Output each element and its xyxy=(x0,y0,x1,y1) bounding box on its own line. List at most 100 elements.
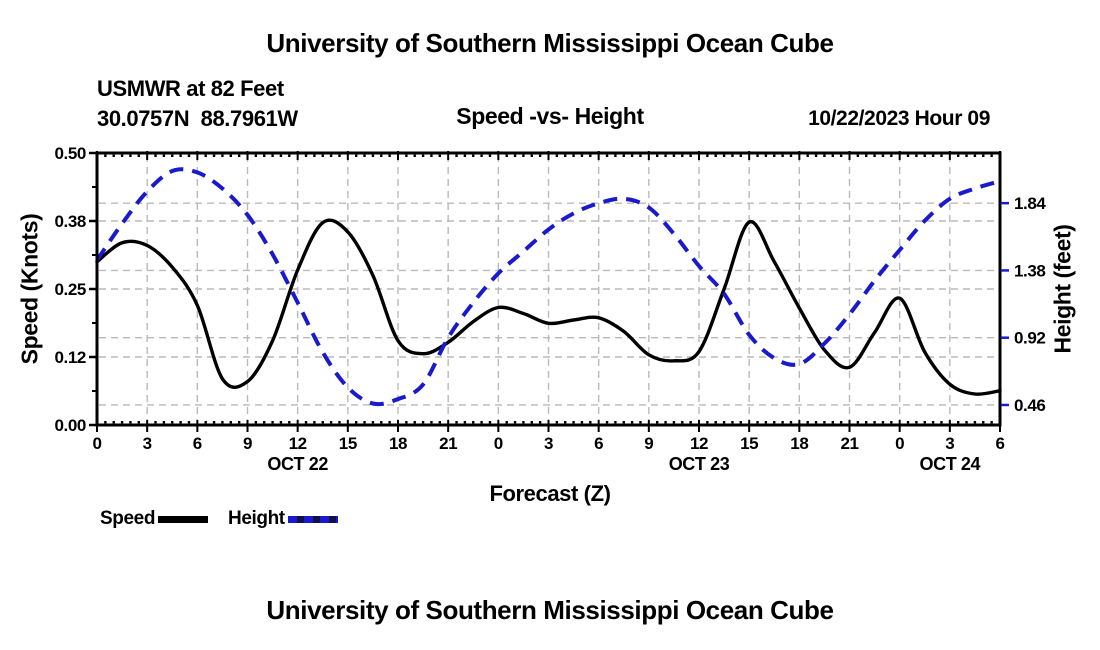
x-minor-tick xyxy=(405,421,408,424)
x-tick-label: 21 xyxy=(840,434,858,453)
x-minor-tick xyxy=(931,154,935,157)
x-minor-tick xyxy=(388,421,391,424)
x-minor-tick xyxy=(580,154,584,157)
x-day-label: OCT 24 xyxy=(920,454,981,474)
x-minor-tick xyxy=(179,154,182,157)
x-minor-tick xyxy=(672,154,676,157)
x-minor-tick xyxy=(338,421,341,424)
x-minor-tick xyxy=(814,154,818,157)
x-minor-tick xyxy=(480,154,483,157)
x-minor-tick xyxy=(538,154,542,157)
left-tick-label: 0.25 xyxy=(55,280,87,299)
x-minor-tick xyxy=(605,421,609,424)
legend-height-line-swatch xyxy=(287,515,338,523)
right-tick-label: 1.38 xyxy=(1014,261,1046,280)
x-minor-tick xyxy=(171,421,174,424)
x-minor-tick xyxy=(781,421,784,424)
x-minor-tick xyxy=(154,421,157,424)
x-minor-tick xyxy=(438,154,442,157)
x-minor-tick xyxy=(212,421,216,424)
x-tick-label: 6 xyxy=(193,434,202,453)
x-minor-tick xyxy=(622,154,625,157)
x-minor-tick xyxy=(622,421,625,424)
x-minor-tick xyxy=(204,154,207,157)
x-minor-tick xyxy=(229,154,232,157)
x-minor-tick xyxy=(823,421,826,424)
x-minor-tick xyxy=(271,154,274,157)
x-minor-tick xyxy=(513,154,517,157)
x-minor-tick xyxy=(329,154,333,157)
x-tick-label: 3 xyxy=(143,434,152,453)
x-tick-label: 6 xyxy=(995,434,1004,453)
x-minor-tick xyxy=(789,421,793,424)
legend: Speed Height xyxy=(100,508,338,530)
x-minor-tick xyxy=(865,421,868,424)
x-minor-tick xyxy=(580,421,584,424)
x-minor-tick xyxy=(279,154,283,157)
x-minor-tick xyxy=(221,154,224,157)
x-minor-tick xyxy=(463,421,467,424)
left-axis-title: Speed (Knots) xyxy=(16,213,43,365)
x-minor-tick xyxy=(380,154,383,157)
x-minor-tick xyxy=(940,421,943,424)
left-tick-label: 0.12 xyxy=(55,348,87,367)
x-minor-tick xyxy=(129,154,132,157)
x-minor-tick xyxy=(956,154,960,157)
x-minor-tick xyxy=(104,154,107,157)
x-tick-label: 12 xyxy=(289,434,307,453)
x-minor-tick xyxy=(940,154,943,157)
x-minor-tick xyxy=(455,154,458,157)
x-minor-tick xyxy=(405,154,408,157)
station-coordinates: 30.0757N 88.7961W xyxy=(97,106,298,131)
x-minor-tick xyxy=(923,154,926,157)
x-minor-tick xyxy=(564,154,567,157)
x-minor-tick xyxy=(965,421,968,424)
x-minor-tick xyxy=(263,154,266,157)
chart-title: Speed -vs- Height xyxy=(456,103,644,129)
x-day-label: OCT 22 xyxy=(267,454,328,474)
x-minor-tick xyxy=(430,154,433,157)
x-minor-tick xyxy=(463,154,467,157)
x-minor-tick xyxy=(681,421,684,424)
x-minor-tick xyxy=(764,421,768,424)
x-minor-tick xyxy=(522,421,525,424)
x-minor-tick xyxy=(388,154,391,157)
x-minor-tick xyxy=(522,154,525,157)
x-minor-tick xyxy=(572,421,575,424)
x-minor-tick xyxy=(505,154,508,157)
x-minor-tick xyxy=(120,421,124,424)
x-minor-tick xyxy=(923,421,926,424)
left-tick-label: 0.50 xyxy=(55,144,87,163)
x-minor-tick xyxy=(630,154,634,157)
x-minor-tick xyxy=(982,154,985,157)
x-minor-tick xyxy=(639,154,642,157)
x-minor-tick xyxy=(263,421,266,424)
x-minor-tick xyxy=(572,154,575,157)
x-minor-tick xyxy=(915,154,918,157)
x-minor-tick xyxy=(873,154,876,157)
x-minor-tick xyxy=(873,421,876,424)
x-minor-tick xyxy=(706,154,709,157)
x-minor-tick xyxy=(823,154,826,157)
x-axis-title: Forecast (Z) xyxy=(489,481,611,506)
x-minor-tick xyxy=(321,421,324,424)
x-minor-tick xyxy=(722,421,726,424)
x-minor-tick xyxy=(655,154,659,157)
forecast-datetime: 10/22/2023 Hour 09 xyxy=(808,107,990,130)
left-tick-label: 0.00 xyxy=(55,416,87,435)
x-minor-tick xyxy=(664,154,667,157)
x-minor-tick xyxy=(304,421,308,424)
right-axis-title: Height (feet) xyxy=(1049,224,1076,354)
x-minor-tick xyxy=(488,154,492,157)
x-minor-tick xyxy=(438,421,442,424)
x-minor-tick xyxy=(413,154,416,157)
x-tick-label: 12 xyxy=(690,434,708,453)
x-tick-label: 0 xyxy=(494,434,503,453)
x-minor-tick xyxy=(313,421,316,424)
x-minor-tick xyxy=(538,421,542,424)
x-minor-tick xyxy=(112,421,115,424)
x-minor-tick xyxy=(480,421,483,424)
x-tick-label: 15 xyxy=(740,434,758,453)
x-minor-tick xyxy=(237,421,241,424)
x-tick-label: 9 xyxy=(644,434,653,453)
